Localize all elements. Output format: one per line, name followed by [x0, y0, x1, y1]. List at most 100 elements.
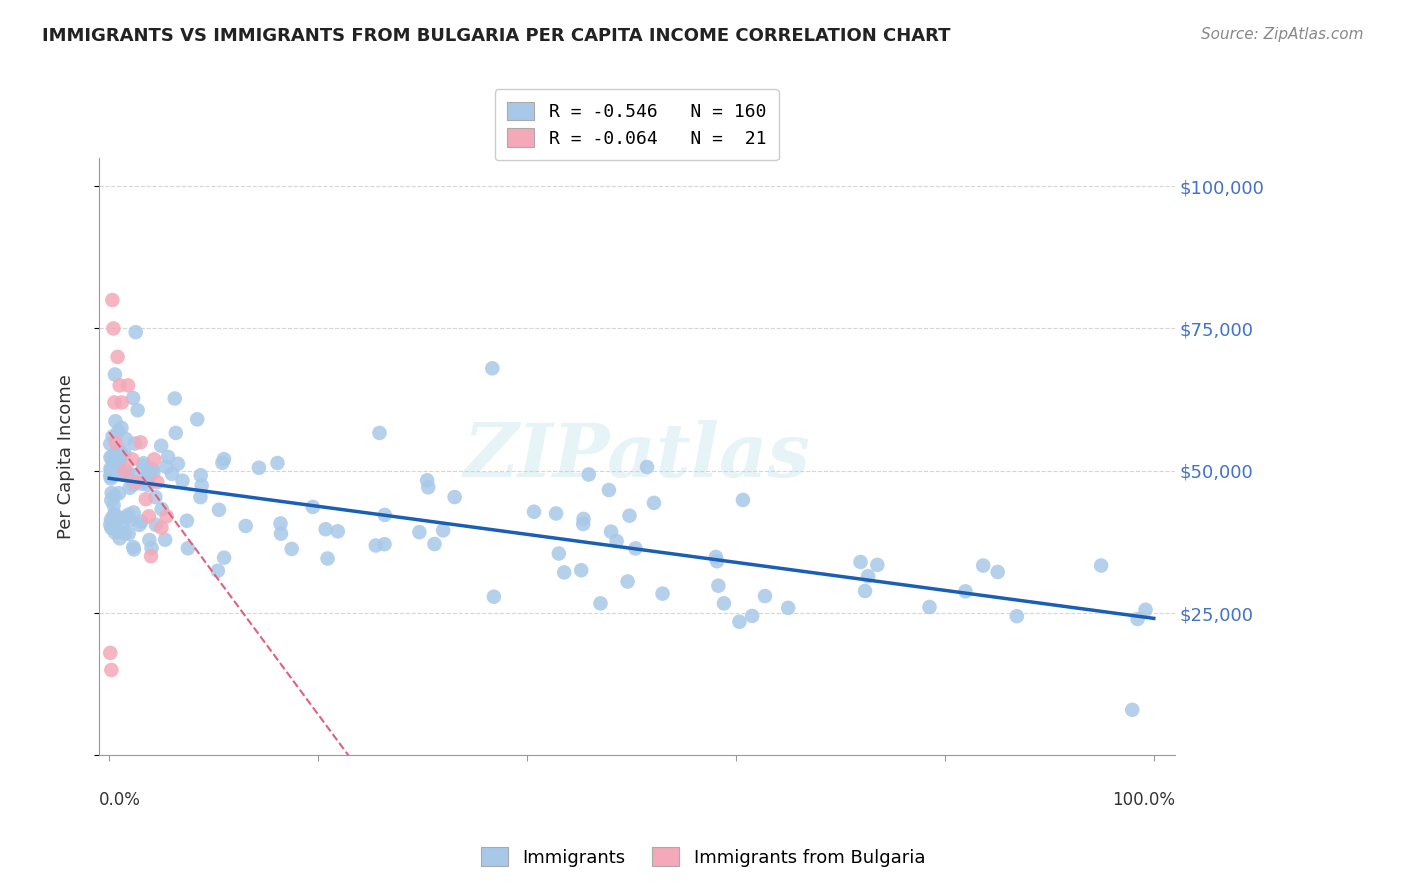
Point [108, 456, 131, 470]
Point [270, 516, 292, 531]
Point [636, 460, 658, 475]
Point [107, 466, 129, 480]
Point [163, 392, 186, 406]
Point [115, 432, 138, 446]
Point [118, 481, 141, 495]
Point [104, 435, 127, 450]
Point [706, 554, 728, 568]
Point [108, 456, 131, 470]
Point [101, 453, 124, 467]
Point [523, 505, 546, 519]
Point [1126, 612, 1149, 626]
Point [100, 513, 122, 527]
Point [704, 549, 727, 564]
Point [121, 452, 143, 467]
Point [141, 462, 163, 476]
Point [100, 663, 122, 677]
Point [856, 569, 879, 583]
Point [728, 615, 751, 629]
Point [315, 522, 337, 536]
Point [100, 493, 122, 508]
Point [987, 565, 1010, 579]
Text: ZIPatlas: ZIPatlas [464, 420, 810, 492]
Point [110, 445, 132, 459]
Text: IMMIGRANTS VS IMMIGRANTS FROM BULGARIA PER CAPITA INCOME CORRELATION CHART: IMMIGRANTS VS IMMIGRANTS FROM BULGARIA P… [42, 27, 950, 45]
Point [103, 508, 125, 523]
Point [107, 458, 129, 472]
Point [247, 460, 270, 475]
Point [160, 467, 183, 481]
Point [117, 466, 139, 480]
Point [155, 459, 177, 474]
Point [103, 395, 125, 409]
Point [104, 455, 127, 469]
Point [572, 512, 595, 526]
Point [207, 564, 229, 578]
Point [270, 526, 292, 541]
Point [103, 321, 125, 335]
Point [731, 493, 754, 508]
Point [172, 474, 194, 488]
Point [107, 524, 129, 538]
Point [122, 391, 145, 405]
Point [1135, 603, 1157, 617]
Point [157, 450, 180, 464]
Point [713, 596, 735, 610]
Point [124, 475, 146, 490]
Point [589, 596, 612, 610]
Point [129, 435, 152, 450]
Point [143, 452, 166, 467]
Point [115, 510, 138, 524]
Point [98, 517, 121, 532]
Point [301, 500, 323, 514]
Point [107, 444, 129, 458]
Point [124, 436, 146, 450]
Point [167, 457, 190, 471]
Point [190, 478, 212, 492]
Point [569, 563, 592, 577]
Point [176, 514, 198, 528]
Point [616, 574, 638, 589]
Point [122, 477, 145, 491]
Point [482, 590, 505, 604]
Point [103, 507, 125, 521]
Point [100, 486, 122, 500]
Point [368, 425, 391, 440]
Point [624, 541, 647, 556]
Point [150, 439, 173, 453]
Point [138, 509, 160, 524]
Point [364, 539, 387, 553]
Legend: Immigrants, Immigrants from Bulgaria: Immigrants, Immigrants from Bulgaria [474, 840, 932, 874]
Point [118, 513, 141, 527]
Point [108, 532, 131, 546]
Point [190, 468, 212, 483]
Point [103, 467, 125, 481]
Point [416, 473, 439, 487]
Point [117, 378, 139, 392]
Point [129, 515, 152, 529]
Point [235, 519, 257, 533]
Point [100, 461, 122, 475]
Point [1121, 703, 1143, 717]
Point [186, 412, 208, 426]
Point [121, 468, 143, 483]
Point [100, 450, 122, 465]
Point [212, 452, 235, 467]
Point [101, 429, 124, 443]
Point [111, 519, 134, 533]
Y-axis label: Per Capita Income: Per Capita Income [58, 374, 75, 539]
Point [600, 524, 623, 539]
Text: Source: ZipAtlas.com: Source: ZipAtlas.com [1201, 27, 1364, 42]
Point [146, 475, 169, 490]
Point [98, 437, 121, 451]
Point [145, 517, 167, 532]
Point [208, 503, 231, 517]
Point [128, 517, 150, 532]
Point [212, 550, 235, 565]
Text: 0.0%: 0.0% [98, 791, 141, 809]
Point [423, 537, 446, 551]
Point [104, 414, 127, 428]
Point [132, 459, 155, 474]
Point [546, 507, 568, 521]
Point [125, 325, 148, 339]
